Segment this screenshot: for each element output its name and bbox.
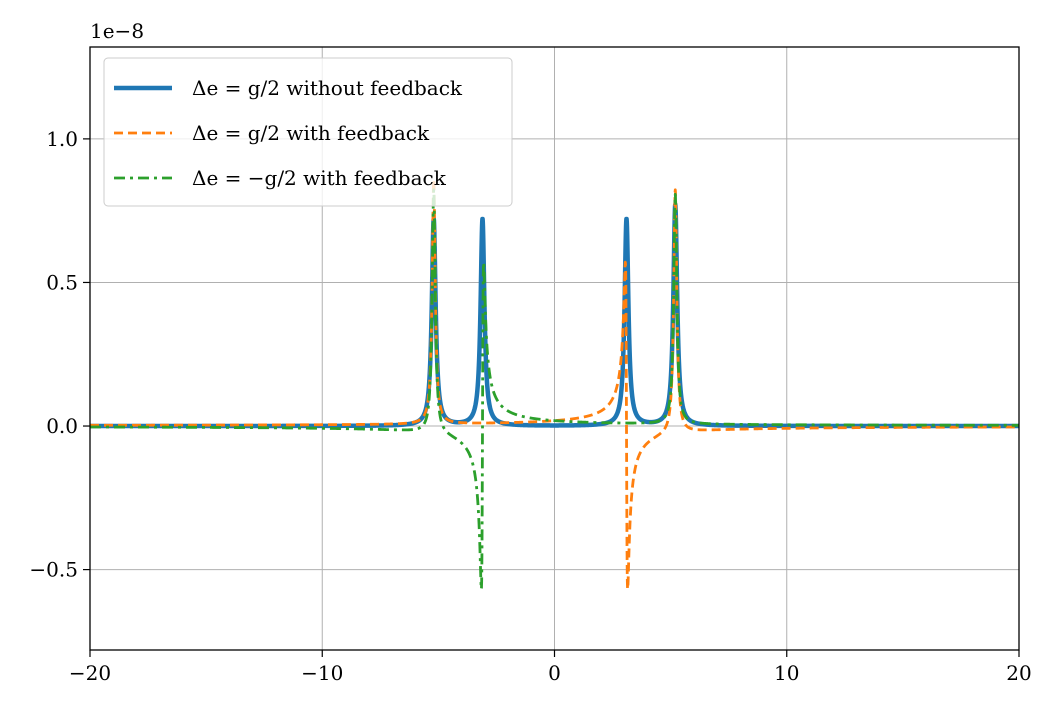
legend: Δe = g/2 without feedback Δe = g/2 with f… bbox=[103, 57, 513, 207]
x-tick-label: −10 bbox=[301, 661, 343, 685]
y-tick-label: 0.0 bbox=[46, 414, 78, 438]
y-tick-label: −0.5 bbox=[29, 558, 78, 582]
y-tick-label: 1.0 bbox=[46, 127, 78, 151]
x-tick-label: −20 bbox=[69, 661, 111, 685]
series-line-2 bbox=[90, 178, 1019, 591]
legend-label-2: Δe = g/2 with feedback bbox=[192, 121, 430, 145]
series-layer bbox=[90, 178, 1019, 591]
legend-label-1: Δe = g/2 without feedback bbox=[192, 76, 463, 100]
x-tick-label: 10 bbox=[774, 661, 799, 685]
y-tick-label: 0.5 bbox=[46, 270, 78, 294]
x-tick-label: 0 bbox=[548, 661, 561, 685]
x-tick-label: 20 bbox=[1006, 661, 1031, 685]
legend-label-3: Δe = −g/2 with feedback bbox=[192, 166, 447, 190]
y-offset-label: 1e−8 bbox=[90, 19, 144, 43]
legend-box bbox=[103, 57, 513, 207]
axis-ticks: −20 −10 0 10 20 −0.5 0.0 0.5 1.0 bbox=[29, 127, 1031, 685]
series-line-3 bbox=[90, 188, 1019, 591]
